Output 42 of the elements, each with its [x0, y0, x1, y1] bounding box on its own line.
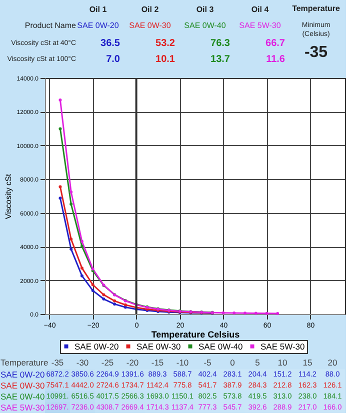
text: Oil 1	[89, 5, 108, 14]
text: SAE 0W-40	[184, 21, 226, 30]
text: 13.7	[210, 54, 230, 65]
text: Oil 4	[251, 5, 270, 14]
text: SAE 0W-20	[77, 21, 120, 30]
text: Product Name	[24, 21, 77, 30]
text: 7.0	[106, 54, 120, 65]
text: Temperature	[292, 4, 340, 13]
text: Oil 2	[141, 5, 160, 14]
text: 36.5	[100, 38, 120, 49]
x-axis-title: Temperature Celsius	[151, 330, 240, 340]
text: SAE 0W-30	[129, 21, 172, 30]
x-axis-title: Temperature	[0, 358, 48, 368]
x-tick-label: -10	[176, 358, 189, 368]
x-tick-label: -25	[101, 358, 114, 368]
x-tick-label: 15	[302, 358, 312, 368]
legend-label: SAE 0W-30	[136, 341, 182, 352]
x-tick-label: 10	[278, 358, 288, 368]
y-tick-label: SAE 0W-30	[0, 380, 46, 390]
legend-label: SAE 5W-30	[260, 341, 306, 352]
y-tick-label: SAE 0W-20	[0, 370, 46, 380]
legend-label: SAE 0W-40	[198, 341, 244, 352]
text: 76.3	[210, 38, 230, 49]
x-tick-label: 5	[255, 358, 260, 368]
legend-label: SAE 0W-20	[74, 341, 120, 352]
text: 11.6	[266, 54, 286, 65]
text: 66.7	[266, 38, 286, 49]
x-tick-label: -35	[51, 358, 64, 368]
y-tick-label: SAE 0W-40	[0, 392, 46, 402]
x-tick-label: -30	[76, 358, 89, 368]
text: Oil 3	[196, 5, 214, 14]
text: 10.1	[156, 54, 176, 65]
x-tick-label: 0	[230, 358, 236, 368]
x-tick-label: -20	[126, 358, 139, 368]
text: -35	[304, 44, 328, 61]
x-tick-label: 20	[328, 358, 338, 368]
y-tick-label: SAE 5W-30	[0, 402, 46, 412]
y-axis-title: Viscosity cSt	[4, 173, 13, 220]
x-tick-label: -15	[151, 358, 164, 368]
x-tick-label: -5	[204, 358, 212, 368]
text: 53.2	[156, 38, 176, 49]
text: SAE 5W-30	[239, 21, 282, 30]
